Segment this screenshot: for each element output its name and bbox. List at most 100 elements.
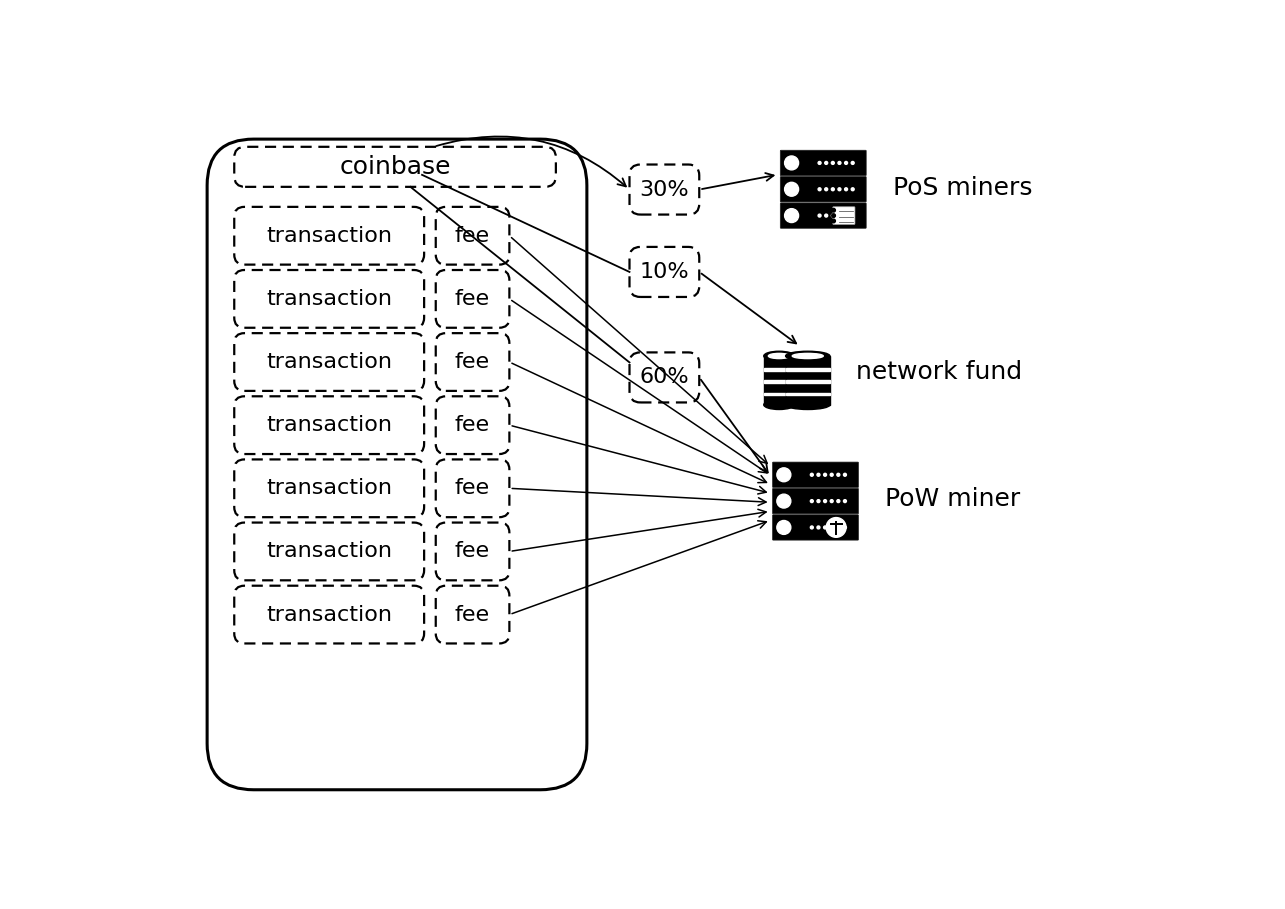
- Circle shape: [831, 219, 835, 223]
- Circle shape: [844, 215, 848, 217]
- Circle shape: [844, 162, 848, 165]
- FancyBboxPatch shape: [234, 207, 424, 265]
- FancyBboxPatch shape: [234, 459, 424, 517]
- Circle shape: [824, 500, 826, 503]
- Circle shape: [831, 188, 834, 191]
- Circle shape: [824, 474, 826, 476]
- FancyBboxPatch shape: [833, 206, 855, 225]
- Circle shape: [824, 526, 826, 529]
- Bar: [763, 356, 794, 368]
- Bar: [763, 393, 794, 405]
- FancyBboxPatch shape: [436, 585, 509, 644]
- Ellipse shape: [785, 351, 830, 361]
- Circle shape: [830, 474, 833, 476]
- Bar: [763, 368, 794, 371]
- FancyBboxPatch shape: [772, 514, 858, 540]
- Bar: [763, 393, 794, 395]
- Text: transaction: transaction: [266, 225, 392, 245]
- Text: transaction: transaction: [266, 478, 392, 498]
- Text: fee: fee: [455, 225, 490, 245]
- Circle shape: [838, 162, 840, 165]
- Circle shape: [825, 215, 828, 217]
- Circle shape: [851, 188, 855, 191]
- FancyBboxPatch shape: [436, 396, 509, 454]
- Text: 60%: 60%: [640, 367, 689, 387]
- FancyBboxPatch shape: [234, 585, 424, 644]
- Text: fee: fee: [455, 478, 490, 498]
- Bar: [785, 368, 830, 380]
- Circle shape: [825, 162, 828, 165]
- FancyBboxPatch shape: [436, 207, 509, 265]
- FancyBboxPatch shape: [436, 523, 509, 580]
- Text: 30%: 30%: [640, 180, 689, 200]
- Circle shape: [843, 474, 847, 476]
- Circle shape: [837, 500, 840, 503]
- Circle shape: [819, 162, 821, 165]
- Circle shape: [837, 526, 840, 529]
- Circle shape: [811, 526, 813, 529]
- FancyBboxPatch shape: [780, 176, 866, 202]
- Circle shape: [831, 162, 834, 165]
- FancyBboxPatch shape: [234, 147, 556, 187]
- FancyBboxPatch shape: [630, 353, 699, 403]
- Bar: [785, 356, 830, 368]
- FancyBboxPatch shape: [207, 139, 587, 790]
- Circle shape: [843, 526, 847, 529]
- FancyBboxPatch shape: [234, 396, 424, 454]
- Circle shape: [851, 162, 855, 165]
- Circle shape: [777, 521, 790, 534]
- Circle shape: [830, 500, 833, 503]
- Bar: [763, 380, 794, 393]
- Circle shape: [785, 209, 798, 223]
- Circle shape: [817, 526, 820, 529]
- FancyBboxPatch shape: [630, 165, 699, 215]
- Text: PoS miners: PoS miners: [893, 175, 1033, 200]
- Circle shape: [785, 183, 798, 196]
- Text: 10%: 10%: [640, 262, 689, 282]
- Circle shape: [831, 214, 835, 217]
- Text: PoW miner: PoW miner: [885, 487, 1020, 512]
- Circle shape: [785, 156, 798, 170]
- Text: transaction: transaction: [266, 289, 392, 309]
- FancyBboxPatch shape: [234, 270, 424, 328]
- Ellipse shape: [763, 351, 794, 361]
- Text: transaction: transaction: [266, 604, 392, 624]
- Circle shape: [777, 494, 790, 508]
- FancyBboxPatch shape: [780, 150, 866, 175]
- Bar: [785, 380, 830, 383]
- Circle shape: [817, 474, 820, 476]
- Circle shape: [811, 500, 813, 503]
- Circle shape: [844, 188, 848, 191]
- Circle shape: [831, 208, 835, 212]
- Circle shape: [838, 215, 840, 217]
- Circle shape: [777, 468, 790, 482]
- Circle shape: [811, 474, 813, 476]
- Circle shape: [851, 215, 855, 217]
- Circle shape: [838, 188, 840, 191]
- Circle shape: [826, 517, 846, 537]
- Ellipse shape: [785, 400, 830, 409]
- Text: coinbase: coinbase: [339, 155, 451, 179]
- Bar: [785, 393, 830, 405]
- Circle shape: [819, 188, 821, 191]
- FancyBboxPatch shape: [772, 462, 858, 487]
- FancyBboxPatch shape: [630, 247, 699, 297]
- Bar: [763, 380, 794, 383]
- FancyBboxPatch shape: [436, 334, 509, 391]
- Bar: [785, 380, 830, 393]
- Circle shape: [819, 215, 821, 217]
- FancyBboxPatch shape: [436, 459, 509, 517]
- Circle shape: [817, 500, 820, 503]
- Text: fee: fee: [455, 352, 490, 372]
- Text: fee: fee: [455, 415, 490, 435]
- Text: transaction: transaction: [266, 415, 392, 435]
- Circle shape: [831, 215, 834, 217]
- Bar: [785, 368, 830, 371]
- Ellipse shape: [763, 400, 794, 409]
- Ellipse shape: [768, 354, 790, 358]
- Bar: [785, 393, 830, 395]
- Text: fee: fee: [455, 604, 490, 624]
- FancyBboxPatch shape: [772, 488, 858, 514]
- Text: transaction: transaction: [266, 542, 392, 562]
- Circle shape: [830, 526, 833, 529]
